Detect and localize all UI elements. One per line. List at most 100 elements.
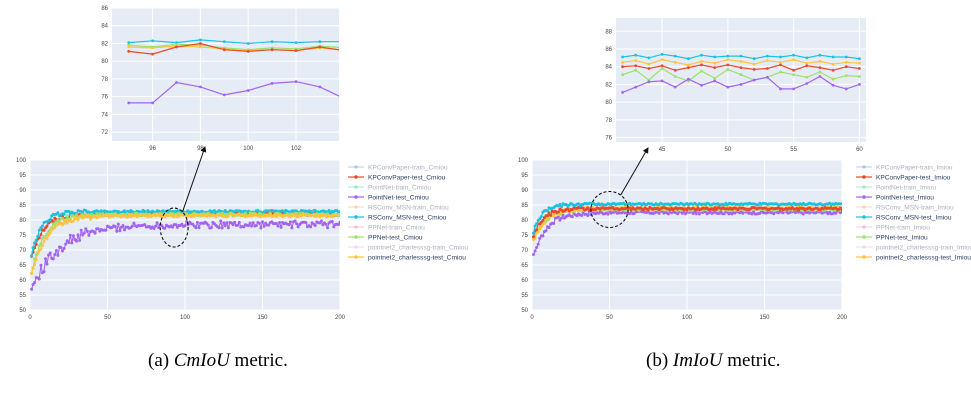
cm_main-point-PointNet-test [53, 253, 57, 257]
im_zoom-point-PPNet-test [818, 70, 822, 74]
im_zoom-point-KPConvPaper-test [739, 66, 743, 69]
cm_main-point-PointNet-test [248, 221, 252, 225]
im_main-point-PointNet-test [834, 211, 838, 215]
cm_main-point-PointNet-test [237, 220, 241, 224]
im_zoom-point-RSConv_MSN-test [660, 52, 664, 56]
im_main-point-PointNet-test [586, 214, 590, 217]
cm_main-point-PointNet-test [254, 224, 258, 227]
im_zoom-point-pointnet2_charlesssg-test [673, 60, 677, 64]
cm_main-point-PointNet-test [231, 223, 235, 227]
im_main-point-PointNet-test [694, 212, 698, 216]
im_main-y-tick-label: 80 [521, 218, 528, 224]
cm_main-y-tick-label: 100 [16, 158, 27, 164]
cm_main-point-PointNet-test [287, 223, 291, 227]
cm_main-point-pointnet2_charlesssg-test [71, 219, 75, 223]
cm_main-point-PointNet-test [183, 224, 187, 228]
im_zoom-point-pointnet2_charlesssg-test [687, 63, 690, 67]
im_zoom-point-pointnet2_charlesssg-test [858, 61, 861, 65]
caption-b-metric: ImIoU [672, 350, 723, 371]
cm_main-point-pointnet2_charlesssg-test [42, 239, 46, 243]
im_zoom-point-RSConv_MSN-test [673, 54, 677, 58]
cm_zoom-point-PointNet-test [222, 93, 226, 97]
legend-swatch-marker [354, 175, 358, 179]
im_main-point-PointNet-test [758, 211, 762, 215]
im_main-point-KPConvPaper-test [546, 214, 549, 218]
cm_zoom-y-tick-label: 76 [101, 95, 108, 101]
im_main-zoom-region [590, 190, 629, 229]
legend-swatch-marker [354, 235, 358, 239]
im_main-point-PointNet-test [533, 249, 537, 253]
cm_main-point-PointNet-test [296, 225, 300, 229]
cm_main-point-PointNet-test [217, 226, 221, 230]
cm_main-point-RSConv_MSN-test [48, 218, 52, 222]
cm_main-point-RSConv_MSN-test [36, 234, 40, 238]
cm_main-point-PointNet-test [242, 225, 246, 229]
im_main-point-RSConv_MSN-test [532, 231, 535, 235]
im_main-point-PointNet-test [676, 212, 680, 216]
cm_main-point-PointNet-test [279, 225, 283, 229]
cm_main-y-tick-label: 60 [19, 278, 26, 284]
cm_main-point-PointNet-test [59, 246, 63, 249]
im_main-point-KPConvPaper-test [532, 235, 535, 239]
legend-item-label: KPConvPaper-test_Imiou [876, 174, 951, 181]
cm_main-point-PointNet-test [45, 262, 49, 266]
cm_main-point-PointNet-test [278, 221, 282, 224]
cm_main-point-PointNet-test [174, 223, 178, 227]
cm_main-point-PointNet-test [85, 229, 89, 233]
im_zoom-point-RSConv_MSN-test [805, 56, 809, 60]
im_zoom-point-PointNet-test [687, 77, 690, 81]
cm_main-point-PointNet-test [194, 226, 198, 230]
im_main-point-PointNet-test [657, 211, 661, 215]
im_main-point-PointNet-test [535, 246, 539, 249]
cm_main-point-KPConvPaper-test [39, 233, 43, 236]
cm_main-point-PointNet-test [185, 220, 189, 223]
cm_zoom-series-group [127, 38, 345, 105]
im_zoom-point-pointnet2_charlesssg-test [779, 60, 782, 64]
cm_main-point-PointNet-test [71, 234, 75, 238]
cm_main-point-PointNet-test [267, 223, 271, 227]
cm_main-point-PointNet-test [304, 221, 308, 225]
im_main-point-RSConv_MSN-test [539, 215, 543, 219]
im_zoom-point-PPNet-test [844, 74, 848, 77]
im_zoom-point-RSConv_MSN-test [634, 53, 638, 57]
cm_main-point-PointNet-test [276, 224, 280, 228]
cm_main-point-PointNet-test [247, 224, 250, 228]
cm_zoom-point-KPConvPaper-test [318, 45, 322, 49]
im_zoom-point-RSConv_MSN-test [792, 53, 795, 57]
im_zoom-point-KPConvPaper-test [818, 66, 822, 69]
im_zoom-point-RSConv_MSN-test [739, 54, 743, 58]
cm_main-point-PointNet-test [259, 226, 263, 230]
im_zoom-y-tick-label: 84 [605, 65, 612, 71]
im_main-y-tick-label: 75 [521, 233, 528, 239]
cm_main-point-RSConv_MSN-test [34, 238, 38, 242]
im_zoom-point-RSConv_MSN-test [713, 55, 717, 59]
im_zoom-point-pointnet2_charlesssg-test [634, 59, 638, 62]
im_zoom-point-PPNet-test [673, 75, 677, 78]
cm_zoom-point-PointNet-test [342, 97, 345, 100]
cm_zoom-point-KPConvPaper-test [342, 49, 345, 52]
cm_main-point-pointnet2_charlesssg-test [87, 214, 91, 218]
legend-item-label: PointNet-test_Cmiou [368, 194, 429, 201]
cm_main-point-PointNet-test [262, 224, 266, 228]
im_main-point-KPConvPaper-test [840, 208, 842, 212]
im_zoom-point-RSConv_MSN-test [726, 54, 730, 58]
im_main-y-tick-label: 90 [521, 188, 528, 194]
cm_main-point-PointNet-test [61, 249, 64, 253]
im_zoom-point-KPConvPaper-test [779, 63, 782, 67]
cm_main-y-tick-label: 55 [19, 293, 26, 299]
legend-swatch-marker [862, 245, 866, 249]
im_zoom-y-tick-label: 86 [605, 47, 612, 53]
im_main-point-PointNet-test [561, 213, 565, 217]
im_zoom-point-KPConvPaper-test [831, 68, 835, 72]
legend-item-label: KPConvPaper-test_Cmiou [368, 174, 446, 181]
im_zoom-point-PointNet-test [779, 87, 782, 91]
cm_zoom-point-PointNet-test [246, 89, 250, 92]
cm_zoom-line-KPConvPaper-test [128, 42, 339, 55]
cm_main-point-RSConv_MSN-test [338, 210, 340, 214]
im_main-point-KPConvPaper-test [535, 228, 539, 232]
cm_main-point-PointNet-test [195, 220, 199, 224]
im_zoom-point-PPNet-test [805, 75, 809, 79]
legend-item-label: RSConv_MSN-test_Imiou [876, 214, 952, 221]
